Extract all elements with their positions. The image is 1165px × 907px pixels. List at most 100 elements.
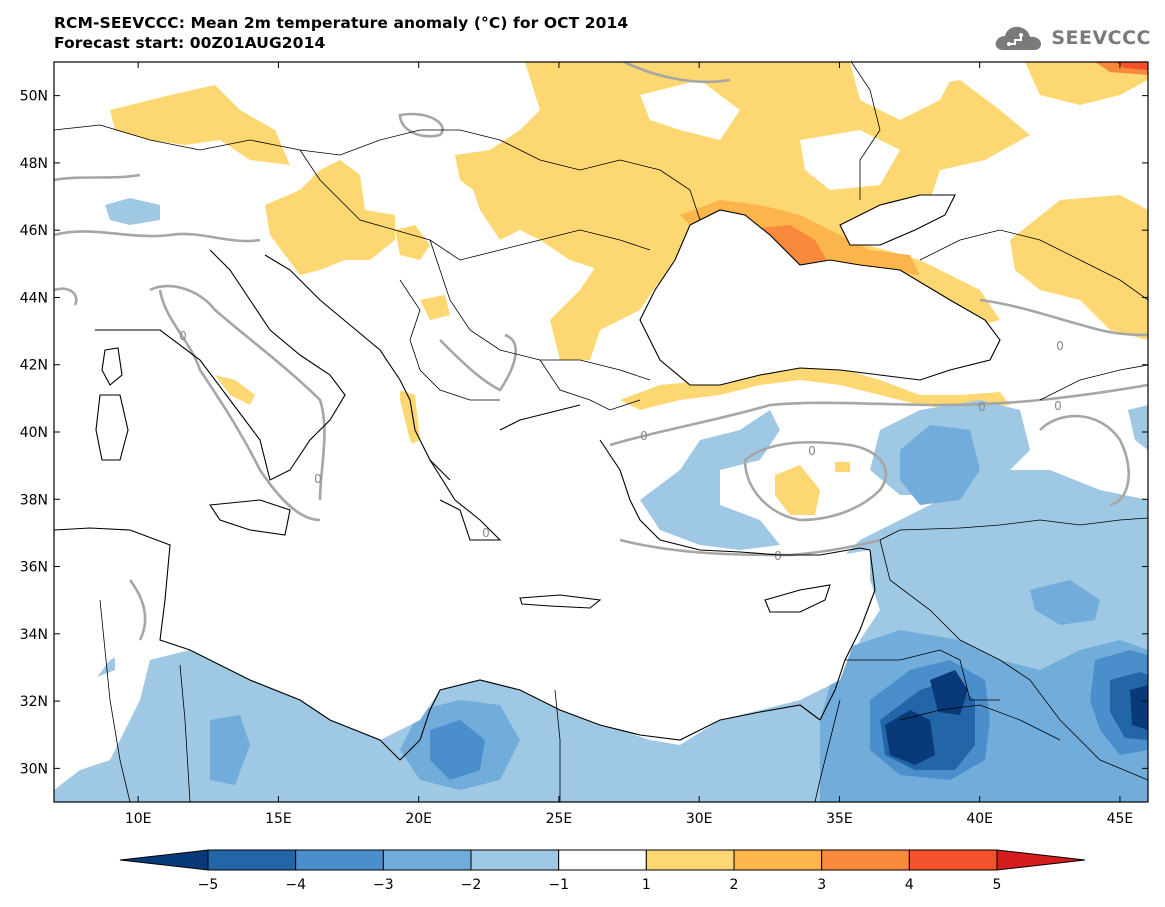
contour-label: 0 — [314, 472, 322, 486]
lat-tick-label: 30N — [20, 761, 48, 777]
title-line-2: Forecast start: 00Z01AUG2014 — [54, 34, 326, 52]
lon-tick-label: 35E — [826, 811, 853, 827]
cold-region-below-5-syria — [930, 670, 968, 715]
cold-anomaly-regions — [54, 198, 1148, 802]
latitude-axis: 30N 32N 34N 36N 38N 40N 42N 44N 46N 48N 50N — [20, 89, 1148, 777]
border-line — [179, 664, 191, 802]
cold-region-2-3-iraq — [1030, 580, 1100, 625]
contour-label: 0 — [482, 526, 490, 540]
lat-tick-label: 50N — [20, 89, 48, 105]
warm-region-alps-north — [110, 85, 290, 165]
warm-region-ne — [1025, 62, 1148, 105]
colorbar-segment — [908, 849, 998, 871]
border-line — [899, 704, 1061, 741]
coastline-greece — [429, 404, 581, 541]
logo-text: SEEVCCC — [1051, 27, 1151, 49]
lat-tick-label: 38N — [20, 492, 48, 508]
coastline-adriatic-east — [264, 254, 451, 481]
cold-region-3-4-libya — [430, 720, 485, 780]
contour-label: 0 — [1056, 339, 1064, 353]
border-line — [539, 359, 641, 411]
warm-region-central-anatolia — [775, 465, 820, 515]
cold-region-below-5-jordan — [885, 710, 935, 765]
colorbar-label: 1 — [642, 877, 651, 893]
contour-line — [54, 173, 141, 182]
contour-label: 0 — [640, 429, 648, 443]
cold-region-alps-west — [105, 198, 160, 225]
colorbar-label: −1 — [548, 877, 569, 893]
lon-tick-label: 25E — [546, 811, 573, 827]
border-line — [814, 699, 841, 802]
lat-tick-label: 40N — [20, 425, 48, 441]
lon-tick-label: 30E — [686, 811, 713, 827]
contour-line — [158, 289, 321, 522]
colorbar-segment — [645, 849, 735, 871]
longitude-axis: 10E 15E 20E 25E 30E 35E 40E 45E — [125, 62, 1133, 827]
colorbar-label: −2 — [461, 877, 482, 893]
cold-region-2-3-anatolia-e — [900, 425, 980, 505]
lat-tick-label: 48N — [20, 156, 48, 172]
contour-line — [621, 62, 731, 84]
colorbar-label: 3 — [817, 877, 826, 893]
colorbar-segment-max — [996, 849, 1086, 871]
border-line — [299, 149, 651, 261]
mediterranean-sea — [54, 400, 870, 740]
border-line — [99, 599, 131, 802]
cloud-icon — [995, 26, 1042, 50]
contour-label: 0 — [1054, 399, 1062, 413]
warm-region-caucasus-east — [1010, 195, 1148, 340]
sea-areas — [54, 195, 1000, 740]
border-line — [499, 139, 701, 221]
country-borders — [54, 62, 1148, 802]
warm-region-serbia — [420, 295, 450, 320]
colorbar-label: −5 — [198, 877, 219, 893]
contour-line — [54, 230, 261, 243]
warm-region-slovenia-croatia — [265, 160, 395, 275]
coastline-levant — [819, 549, 876, 721]
warm-region-white-gap-2 — [800, 130, 900, 190]
border-line — [850, 62, 881, 200]
contour-line — [1039, 414, 1131, 507]
colorbar-segment — [733, 849, 823, 871]
coastline-sicily — [209, 499, 291, 536]
contour-labels: 0 0 0 0 0 0 0 0 0 — [179, 329, 1064, 563]
border-line — [399, 279, 500, 401]
border-line — [879, 517, 1148, 541]
adriatic-sea — [250, 265, 410, 395]
contour-line — [743, 440, 888, 522]
colorbar-label: 5 — [993, 877, 1002, 893]
colorbar-label: −4 — [285, 877, 306, 893]
contour-line — [54, 287, 78, 306]
coastline-black-sea — [639, 209, 1001, 386]
lon-tick-label: 15E — [265, 811, 292, 827]
coastline-cyprus — [764, 584, 831, 613]
aegean-sea — [470, 400, 620, 560]
warm-region-hungary — [455, 150, 500, 195]
contour-label: 0 — [179, 329, 187, 343]
border-line — [919, 229, 1148, 301]
coastline-corsica — [101, 347, 123, 386]
cold-region-anatolia — [640, 410, 780, 550]
tyrrhenian-sea — [120, 330, 270, 520]
lat-tick-label: 34N — [20, 627, 48, 643]
border-line — [845, 649, 1000, 701]
cold-region-2-3-libya — [210, 715, 250, 785]
contour-line — [149, 284, 326, 501]
colorbar-segment — [207, 849, 297, 871]
contour-label: 0 — [774, 549, 782, 563]
contour-line — [979, 298, 1148, 337]
lat-tick-label: 32N — [20, 694, 48, 710]
black-sea — [640, 210, 1000, 385]
border-line — [879, 539, 1148, 781]
border-line — [1039, 364, 1148, 401]
border-line — [554, 689, 561, 802]
border-line — [429, 239, 651, 381]
warm-region-white-gap-3 — [850, 62, 960, 120]
seevccc-logo: SEEVCCC — [993, 22, 1151, 54]
contour-line — [128, 579, 147, 641]
colorbar-segment — [821, 849, 910, 871]
colorbar-segment — [470, 849, 560, 871]
lat-tick-label: 46N — [20, 223, 48, 239]
lat-tick-label: 42N — [20, 358, 48, 374]
